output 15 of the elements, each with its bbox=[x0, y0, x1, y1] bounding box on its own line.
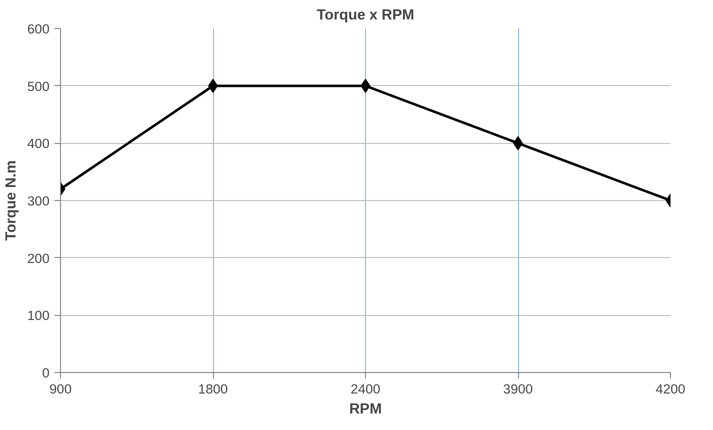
y-tick-label: 600 bbox=[27, 22, 50, 36]
x-tick-label: 1800 bbox=[198, 382, 228, 396]
x-tick-label: 900 bbox=[49, 382, 72, 396]
y-tick-label: 200 bbox=[27, 250, 50, 266]
y-tick-label: 300 bbox=[27, 194, 50, 208]
chart-title: Torque x RPM bbox=[316, 8, 414, 24]
y-tick-label: 0 bbox=[42, 366, 50, 380]
x-tick-label: 4200 bbox=[656, 382, 686, 396]
y-tick-label: 500 bbox=[27, 78, 50, 94]
y-axis-title: Torque N.m bbox=[3, 160, 20, 241]
y-tick-label: 400 bbox=[27, 136, 50, 152]
y-tick-label: 100 bbox=[27, 308, 50, 324]
x-tick-label: 2400 bbox=[350, 382, 380, 396]
x-axis-title: RPM bbox=[349, 402, 382, 418]
x-tick-label: 3900 bbox=[503, 382, 533, 396]
